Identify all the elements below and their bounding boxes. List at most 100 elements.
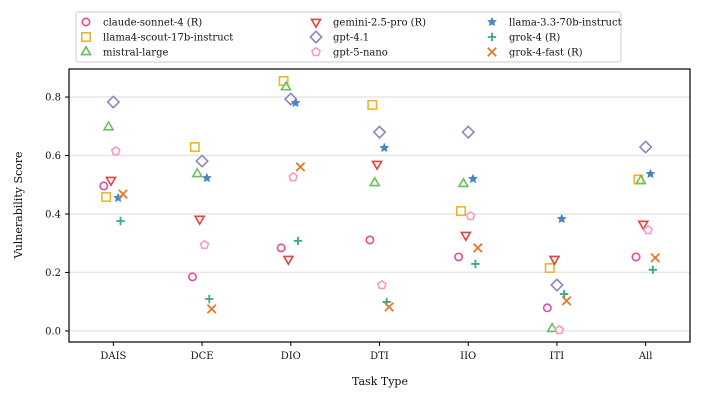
series-mistral-large — [102, 80, 647, 333]
legend-label: llama4-scout-17b-instruct — [103, 33, 233, 44]
data-point — [454, 252, 464, 262]
data-point — [367, 99, 378, 110]
data-point — [282, 255, 295, 266]
data-point — [102, 120, 115, 131]
legend-label: grok-4 (R) — [509, 33, 560, 44]
data-point — [471, 259, 480, 269]
data-point — [199, 239, 210, 250]
x-tick-label: DAIS — [100, 351, 126, 362]
data-point — [634, 174, 647, 185]
series-gpt-4-1 — [106, 92, 653, 292]
data-point — [293, 236, 303, 246]
data-point — [542, 303, 552, 313]
data-point — [106, 95, 121, 109]
legend-marker — [487, 16, 497, 27]
data-point — [457, 177, 470, 188]
data-point — [118, 189, 128, 199]
data-point — [376, 279, 387, 290]
legend-marker — [81, 31, 92, 42]
data-point — [379, 142, 390, 153]
data-point — [101, 192, 112, 203]
legend-label: llama-3.3-70b-instruct — [509, 18, 622, 29]
data-point — [290, 97, 301, 108]
data-point — [556, 213, 567, 224]
data-point — [110, 145, 121, 156]
data-point — [189, 142, 200, 153]
data-point — [643, 224, 653, 235]
data-point — [280, 80, 292, 91]
legend-label: claude-sonnet-4 (R) — [103, 18, 202, 29]
y-tick-label: 0.8 — [45, 93, 61, 104]
y-tick-label: 0.0 — [45, 326, 61, 337]
legend-marker — [80, 45, 92, 56]
x-tick-label: IIO — [460, 351, 476, 362]
legend-marker — [311, 46, 321, 57]
data-point — [105, 176, 117, 187]
x-tick-label: DIO — [281, 351, 301, 362]
x-tick-label: All — [638, 351, 653, 362]
data-point — [206, 304, 217, 314]
data-point — [631, 252, 641, 262]
data-point — [468, 173, 478, 184]
data-point — [276, 243, 286, 253]
data-point — [99, 181, 109, 191]
series-llama-3-3-70b-instruct — [113, 97, 656, 224]
y-tick-label: 0.2 — [45, 268, 61, 279]
y-tick-label: 0.4 — [45, 209, 61, 220]
data-point — [187, 272, 197, 282]
data-point — [548, 255, 561, 266]
series-grok-4-r- — [116, 216, 658, 307]
data-point — [459, 231, 472, 242]
legend-marker — [487, 47, 497, 57]
data-point — [201, 172, 212, 183]
legend-label: gpt-5-nano — [333, 48, 388, 59]
legend-marker — [309, 30, 323, 44]
series-claude-sonnet-4-r- — [99, 181, 641, 313]
legend-marker — [310, 18, 322, 29]
x-tick-label: DCE — [191, 351, 214, 362]
data-point — [205, 294, 214, 304]
data-point — [561, 295, 572, 306]
series-gemini-2-5-pro-r- — [105, 160, 650, 266]
data-point — [461, 125, 476, 139]
data-point — [554, 324, 565, 335]
data-point — [368, 176, 381, 187]
data-point — [645, 168, 656, 179]
legend: claude-sonnet-4 (R) llama4-scout-17b-inst… — [75, 11, 622, 63]
legend-marker — [487, 32, 497, 42]
data-point — [544, 263, 555, 274]
data-point — [372, 125, 387, 139]
series-grok-4-fast-r- — [118, 162, 661, 314]
data-point — [288, 171, 299, 182]
x-tick-label: DTI — [370, 351, 389, 362]
data-point — [550, 278, 564, 292]
data-point — [371, 160, 383, 171]
data-point — [638, 140, 653, 154]
data-point — [191, 167, 204, 178]
series-gpt-5-nano — [110, 145, 653, 335]
data-point — [295, 162, 306, 172]
data-point — [365, 235, 375, 245]
data-point — [456, 206, 467, 217]
data-point — [648, 265, 658, 275]
x-axis-label: Task Type — [352, 375, 408, 388]
data-point — [472, 243, 483, 253]
data-point — [116, 216, 125, 226]
data-point — [195, 154, 209, 168]
series-llama4-scout-17b-instruct — [101, 75, 644, 274]
data-point — [637, 220, 650, 231]
legend-label: gemini-2.5-pro (R) — [333, 18, 426, 29]
legend-marker — [81, 17, 91, 27]
y-axis-label: Vulnerability Score — [12, 151, 25, 259]
legend-label: mistral-large — [103, 48, 168, 59]
data-point — [384, 302, 394, 312]
legend-label: gpt-4.1 — [333, 33, 369, 44]
data-point — [559, 289, 569, 299]
plot-frame — [68, 68, 691, 343]
data-point — [193, 215, 206, 226]
legend-label: grok-4-fast (R) — [509, 48, 583, 59]
x-tick-label: ITI — [550, 351, 565, 362]
y-tick-label: 0.6 — [45, 151, 61, 162]
data-point — [650, 252, 661, 263]
